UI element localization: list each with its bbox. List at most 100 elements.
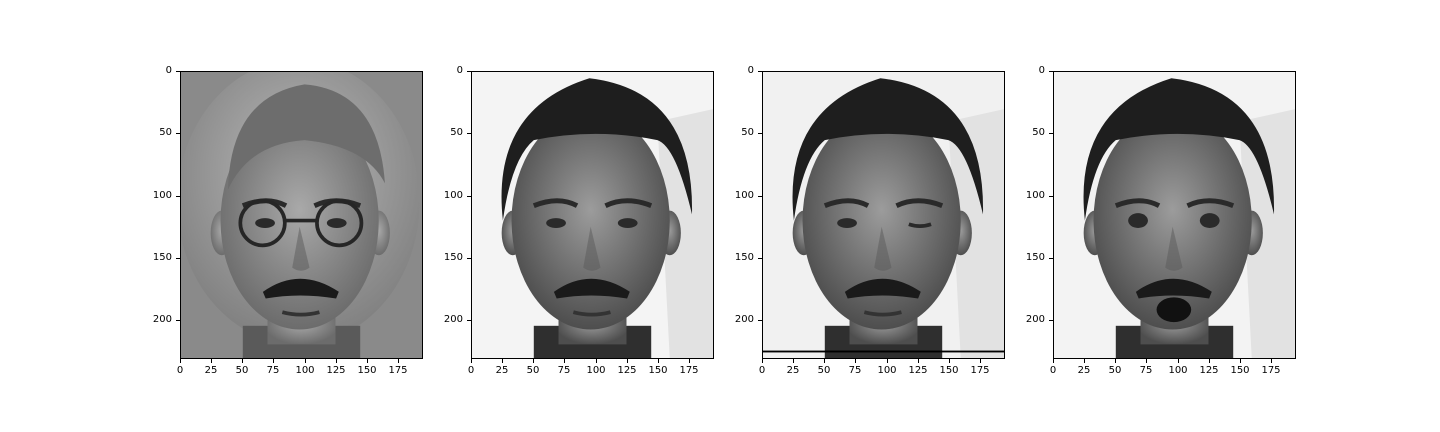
x-tick-mark <box>1115 359 1116 363</box>
x-tick-mark <box>949 359 950 363</box>
y-tick-label: 50 <box>450 127 463 138</box>
y-tick-label: 50 <box>159 127 172 138</box>
y-tick-label: 100 <box>734 190 754 201</box>
x-tick-label: 50 <box>235 365 249 376</box>
y-tick-label: 200 <box>152 314 172 325</box>
y-tick-mark <box>467 133 471 134</box>
x-tick-mark <box>502 359 503 363</box>
x-tick-label: 100 <box>295 365 315 376</box>
x-tick-label: 125 <box>908 365 928 376</box>
y-tick-mark <box>176 320 180 321</box>
y-tick-mark <box>176 258 180 259</box>
x-tick-mark <box>1209 359 1210 363</box>
y-tick-label: 200 <box>443 314 463 325</box>
x-tick-label: 0 <box>758 365 766 376</box>
x-tick-mark <box>980 359 981 363</box>
x-tick-mark <box>336 359 337 363</box>
y-tick-mark <box>1049 196 1053 197</box>
y-tick-mark <box>467 71 471 72</box>
x-tick-label: 25 <box>495 365 509 376</box>
y-tick-label: 0 <box>747 65 754 76</box>
y-tick-label: 150 <box>734 252 754 263</box>
x-tick-mark <box>211 359 212 363</box>
x-tick-label: 175 <box>1261 365 1281 376</box>
x-tick-mark <box>1178 359 1179 363</box>
x-tick-mark <box>305 359 306 363</box>
x-tick-mark <box>180 359 181 363</box>
y-tick-label: 100 <box>152 190 172 201</box>
x-tick-mark <box>242 359 243 363</box>
x-tick-label: 150 <box>1230 365 1250 376</box>
x-tick-mark <box>918 359 919 363</box>
x-tick-mark <box>533 359 534 363</box>
x-tick-label: 150 <box>939 365 959 376</box>
x-tick-label: 50 <box>526 365 540 376</box>
x-tick-mark <box>564 359 565 363</box>
y-tick-label: 0 <box>165 65 172 76</box>
x-tick-mark <box>793 359 794 363</box>
y-tick-label: 150 <box>1025 252 1045 263</box>
x-tick-label: 0 <box>467 365 475 376</box>
x-tick-label: 50 <box>817 365 831 376</box>
x-tick-mark <box>1084 359 1085 363</box>
y-tick-mark <box>1049 71 1053 72</box>
y-tick-label: 50 <box>1032 127 1045 138</box>
y-tick-label: 150 <box>443 252 463 263</box>
face-photo-man-with-mustache-winking <box>762 71 1005 359</box>
x-tick-label: 0 <box>1049 365 1057 376</box>
y-tick-label: 0 <box>456 65 463 76</box>
x-tick-mark <box>627 359 628 363</box>
y-tick-label: 150 <box>152 252 172 263</box>
x-tick-label: 0 <box>176 365 184 376</box>
x-tick-mark <box>689 359 690 363</box>
face-photo-man-with-mustache-surprised <box>1053 71 1296 359</box>
x-tick-mark <box>658 359 659 363</box>
x-tick-mark <box>824 359 825 363</box>
x-tick-label: 100 <box>1168 365 1188 376</box>
x-tick-label: 100 <box>586 365 606 376</box>
x-tick-label: 150 <box>357 365 377 376</box>
y-tick-label: 100 <box>1025 190 1045 201</box>
y-tick-label: 200 <box>734 314 754 325</box>
y-tick-label: 100 <box>443 190 463 201</box>
y-tick-mark <box>1049 320 1053 321</box>
y-tick-label: 50 <box>741 127 754 138</box>
y-tick-mark <box>1049 258 1053 259</box>
x-tick-mark <box>398 359 399 363</box>
x-tick-mark <box>855 359 856 363</box>
x-tick-mark <box>471 359 472 363</box>
y-tick-mark <box>467 320 471 321</box>
x-tick-label: 150 <box>648 365 668 376</box>
x-tick-label: 100 <box>877 365 897 376</box>
y-tick-mark <box>758 258 762 259</box>
x-tick-label: 25 <box>786 365 800 376</box>
y-tick-label: 200 <box>1025 314 1045 325</box>
y-tick-mark <box>176 133 180 134</box>
x-tick-mark <box>1271 359 1272 363</box>
x-tick-mark <box>1240 359 1241 363</box>
y-tick-mark <box>758 196 762 197</box>
y-tick-mark <box>467 258 471 259</box>
x-tick-mark <box>273 359 274 363</box>
x-tick-label: 75 <box>266 365 280 376</box>
x-tick-mark <box>367 359 368 363</box>
x-tick-label: 75 <box>848 365 862 376</box>
x-tick-label: 175 <box>388 365 408 376</box>
y-tick-mark <box>467 196 471 197</box>
y-tick-mark <box>758 133 762 134</box>
y-tick-mark <box>1049 133 1053 134</box>
x-tick-label: 75 <box>1139 365 1153 376</box>
x-tick-mark <box>887 359 888 363</box>
x-tick-label: 25 <box>1077 365 1091 376</box>
x-tick-mark <box>1053 359 1054 363</box>
x-tick-label: 50 <box>1108 365 1122 376</box>
y-tick-label: 0 <box>1038 65 1045 76</box>
x-tick-label: 175 <box>679 365 699 376</box>
x-tick-label: 75 <box>557 365 571 376</box>
y-tick-mark <box>176 71 180 72</box>
x-tick-label: 125 <box>1199 365 1219 376</box>
x-tick-label: 125 <box>617 365 637 376</box>
